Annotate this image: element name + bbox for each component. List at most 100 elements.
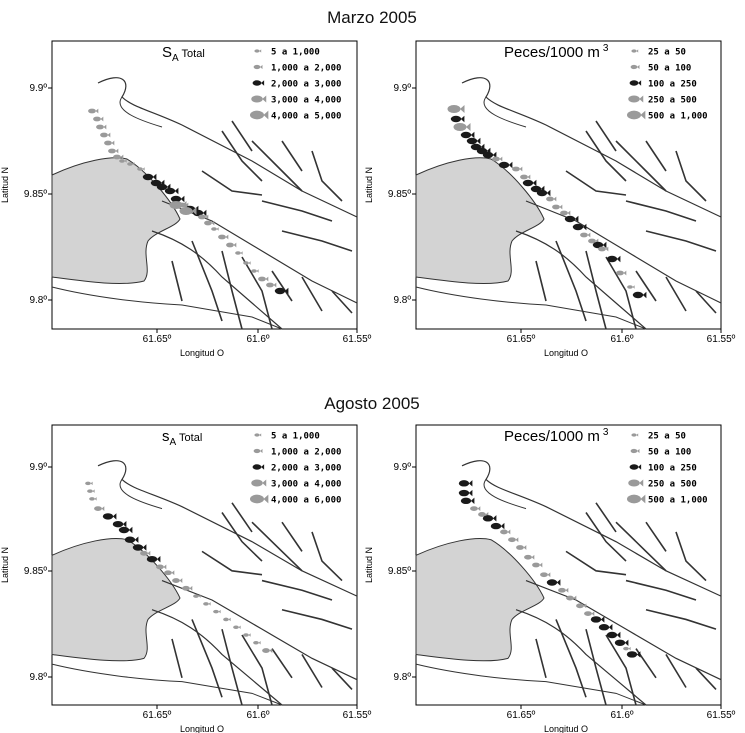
tributary-line (665, 654, 687, 688)
tributary-line (675, 150, 707, 202)
tributary-line (585, 250, 607, 330)
north-coast (97, 460, 358, 597)
fish-marker (211, 227, 219, 231)
y-tick-label: 9.8º (29, 295, 47, 306)
y-axis-label: Latitud N (364, 167, 374, 203)
fish-marker (453, 123, 471, 131)
fish-marker (546, 579, 561, 586)
legend-symbol (252, 464, 265, 470)
tributary-line (635, 270, 657, 302)
tributary-line (331, 290, 353, 314)
tributary-line (281, 608, 353, 630)
legend-class-label: 100 a 250 (648, 464, 697, 474)
fish-marker (632, 291, 647, 299)
fish-marker (251, 269, 259, 273)
fish-marker (536, 189, 551, 197)
fish-marker (102, 513, 117, 520)
tributary-line (261, 200, 333, 222)
fish-marker (466, 137, 481, 145)
legend-symbol (253, 448, 263, 454)
y-tick-label: 9.9º (29, 462, 47, 473)
tributary-line (331, 667, 353, 690)
fish-marker (623, 646, 631, 651)
fish-marker (182, 585, 193, 591)
tributary-line (695, 290, 717, 314)
fish-marker (516, 545, 527, 550)
legend-symbol (254, 49, 262, 53)
fish-marker (88, 108, 99, 114)
y-tick-label: 9.85º (388, 189, 411, 200)
legend-symbol (626, 110, 646, 120)
river-mouth-north (119, 479, 163, 510)
fish-marker (470, 506, 481, 512)
tributary-line (191, 619, 223, 698)
tributary-line (585, 130, 627, 182)
fish-marker (627, 285, 635, 289)
fish-marker (137, 167, 145, 171)
y-tick-label: 9.8º (29, 672, 47, 683)
fish-marker (606, 255, 621, 263)
fish-marker (508, 537, 519, 543)
fish-marker (266, 282, 277, 288)
fish-marker (124, 536, 139, 543)
fish-marker (235, 251, 243, 255)
x-tick-label: 61.65º (507, 710, 536, 721)
fish-marker (616, 270, 627, 276)
fish-marker (172, 578, 183, 583)
south-coast (51, 663, 283, 706)
tributary-line (665, 276, 687, 312)
legend-class-label: 1,000 a 2,000 (271, 448, 341, 458)
legend-symbol (631, 433, 639, 437)
legend-class-label: 100 a 250 (648, 80, 697, 90)
legend-symbol (630, 448, 640, 454)
fish-marker (193, 594, 201, 598)
fish-marker (213, 609, 221, 614)
fish-marker (500, 529, 511, 535)
fish-marker (572, 223, 587, 231)
fish-marker (447, 105, 465, 113)
fish-marker (566, 595, 577, 601)
legend-symbol (251, 479, 267, 487)
tributary-line (231, 502, 253, 533)
legend-class-label: 4,000 a 5,000 (271, 112, 341, 122)
tributary-line (595, 502, 617, 533)
fish-marker (132, 544, 147, 551)
legend-symbol (254, 433, 262, 437)
legend-class-label: 3,000 a 4,000 (271, 480, 341, 490)
north-coast (461, 77, 722, 218)
legend-class-label: 2,000 a 3,000 (271, 464, 341, 474)
legend-symbol (252, 80, 265, 86)
tributary-line (645, 230, 717, 252)
fish-marker (146, 555, 161, 563)
tributary-line (595, 120, 617, 152)
legend-class-label: 500 a 1,000 (648, 112, 708, 122)
tributary-line (645, 608, 717, 630)
fish-marker (179, 207, 197, 215)
x-axis-label: Longitud O (180, 724, 224, 733)
fish-marker (223, 617, 231, 622)
tributary-line (241, 256, 273, 330)
fish-marker (218, 234, 229, 240)
tributary-line (251, 140, 303, 192)
north-coast (97, 77, 358, 218)
fish-marker (169, 201, 187, 209)
tributary-line (311, 531, 343, 582)
x-axis-label: Longitud O (544, 724, 588, 733)
fish-marker (460, 131, 475, 139)
tributary-line (231, 120, 253, 152)
y-tick-label: 9.85º (24, 566, 47, 577)
fish-marker (552, 204, 563, 210)
fish-marker (558, 587, 569, 593)
tributary-line (535, 638, 547, 678)
tributary-line (565, 170, 627, 196)
tributary-line (281, 140, 303, 172)
tributary-line (555, 240, 587, 322)
tributary-line (191, 240, 223, 322)
tributary-line (555, 619, 587, 698)
river-mouth-north (119, 96, 163, 128)
x-tick-label: 61.65º (143, 334, 172, 345)
